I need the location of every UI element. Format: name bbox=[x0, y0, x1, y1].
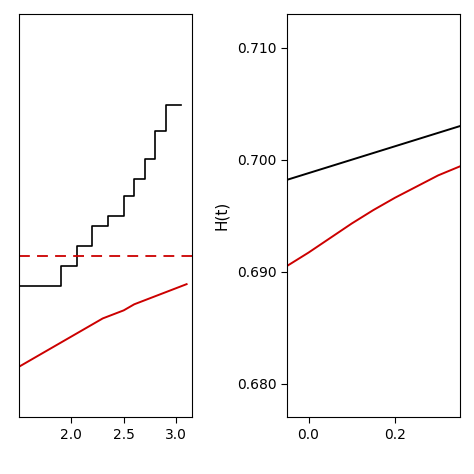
Y-axis label: H(t): H(t) bbox=[213, 201, 228, 230]
